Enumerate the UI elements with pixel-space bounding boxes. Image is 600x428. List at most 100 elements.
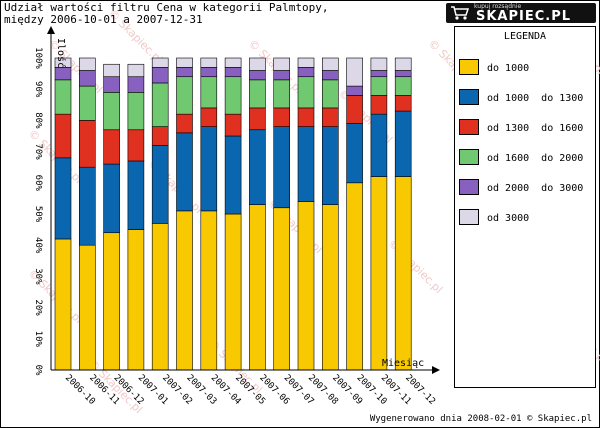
legend-label: od 1300 do 1600	[487, 123, 584, 134]
legend-swatch	[459, 59, 479, 75]
bar-segment	[79, 85, 96, 121]
bar-segment	[224, 135, 242, 215]
bar-segment	[103, 92, 120, 131]
bar-segment	[151, 223, 169, 371]
bar-segment	[297, 107, 315, 127]
bar-segment	[394, 95, 412, 112]
legend-label: do 1000	[487, 63, 530, 74]
bar-segment	[200, 67, 218, 78]
legend-label: od 1600 do 2000	[487, 153, 584, 164]
bar-segment	[370, 70, 388, 78]
bar-segment	[370, 113, 388, 177]
legend-swatch	[459, 179, 479, 195]
bar-segment	[54, 113, 72, 159]
legend-item: od 1600 do 2000	[459, 147, 583, 167]
y-tick-label: 30%	[33, 268, 43, 285]
y-axis-arrow	[47, 26, 55, 34]
bar-segment	[176, 132, 193, 212]
bar-segment	[297, 67, 315, 78]
legend-label: od 3000	[487, 213, 530, 224]
legend-item: od 1300 do 1600	[459, 117, 583, 137]
bar-segment	[79, 120, 96, 168]
bar-segment	[346, 95, 363, 124]
bar-segment	[176, 67, 193, 78]
y-axis-title: Ilość	[55, 38, 67, 68]
y-tick-label: 10%	[33, 331, 43, 348]
bar-segment	[151, 57, 169, 68]
bar-segment	[346, 182, 363, 371]
bar-segment	[297, 201, 315, 371]
bar-segment	[370, 57, 388, 71]
chart-title: Udział wartości filtru Cena w kategorii …	[4, 2, 329, 26]
legend-swatch	[459, 149, 479, 165]
bar-segment	[176, 113, 193, 134]
bar-segment	[79, 244, 96, 371]
bar-segment	[249, 204, 266, 371]
bar-segment	[321, 70, 339, 81]
cart-icon	[449, 5, 471, 21]
bar-segment	[103, 76, 120, 93]
bar-segment	[249, 107, 266, 131]
bar-segment	[127, 229, 145, 371]
bar-segment	[200, 76, 218, 109]
bar-segment	[54, 67, 72, 81]
bar-segment	[151, 126, 169, 146]
bar-segment	[224, 67, 242, 78]
bar-segment	[321, 126, 339, 205]
bar-segment	[103, 163, 120, 234]
bar-segment	[394, 110, 412, 177]
y-tick-label: 20%	[33, 299, 43, 316]
bar-segment	[103, 63, 120, 78]
legend-swatch	[459, 209, 479, 225]
bar-segment	[273, 57, 291, 71]
legend-title: LEGENDA	[503, 31, 547, 42]
legend-label: od 1000 do 1300	[487, 93, 584, 104]
skapiec-logo[interactable]: kupuj rozsądnie SKAPIEC.PL	[446, 3, 596, 24]
logo-brand: SKAPIEC.PL	[476, 9, 572, 24]
bar-segment	[273, 79, 291, 109]
legend-item: do 1000	[459, 57, 529, 77]
bar-segment	[176, 57, 193, 68]
bar-segment	[249, 79, 266, 109]
bar-segment	[103, 129, 120, 165]
bar-segment	[321, 204, 339, 371]
title-line-1: Udział wartości filtru Cena w kategorii …	[4, 1, 329, 14]
bar-segment	[321, 57, 339, 71]
bar-segment	[370, 76, 388, 96]
bar-segment	[273, 70, 291, 81]
bar-segment	[79, 57, 96, 71]
bar-segment	[200, 57, 218, 68]
bar-segment	[297, 76, 315, 109]
y-tick-label: 50%	[33, 206, 43, 223]
legend-label: od 2000 do 3000	[487, 183, 584, 194]
bar-segment	[151, 67, 169, 84]
bar-segment	[224, 113, 242, 137]
bar-segment	[200, 107, 218, 127]
bar-segment	[346, 85, 363, 96]
bar-segment	[394, 76, 412, 96]
bar-segment	[176, 210, 193, 371]
bar-segment	[297, 126, 315, 202]
title-line-2: między 2006-10-01 a 2007-12-31	[4, 13, 203, 26]
bar-segment	[394, 57, 412, 71]
bar-segment	[200, 126, 218, 212]
bar-segment	[54, 157, 72, 240]
y-tick-label: 40%	[33, 237, 43, 254]
bar-segment	[127, 76, 145, 93]
logo-tagline: kupuj rozsądnie	[474, 3, 522, 10]
y-tick-label: 0%	[33, 365, 43, 376]
bar-segment	[249, 70, 266, 81]
y-tick-label: 100%	[33, 47, 43, 69]
x-axis-arrow	[432, 366, 440, 374]
legend-item: od 1000 do 1300	[459, 87, 583, 107]
bar-segment	[394, 176, 412, 371]
legend-swatch	[459, 89, 479, 105]
bar-segment	[224, 76, 242, 115]
bar-segment	[176, 76, 193, 115]
bar-segment	[54, 57, 72, 68]
legend-item: od 3000	[459, 207, 529, 227]
bar-segment	[249, 129, 266, 205]
legend: LEGENDA do 1000 od 1000 do 1300 od 1300 do…	[454, 26, 596, 388]
bar-segment	[224, 213, 242, 371]
